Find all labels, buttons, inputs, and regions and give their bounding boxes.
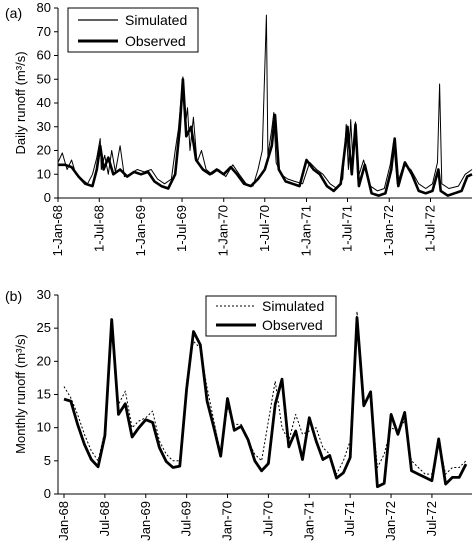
legend-label-simulated-b: Simulated: [262, 298, 324, 314]
legend-box-b: [205, 295, 337, 337]
x-tick-label: Jul-70: [260, 501, 275, 536]
y-tick-label: 0: [44, 486, 51, 501]
x-tick-label: Jul-68: [97, 501, 112, 536]
x-tick-label: Jan-71: [301, 501, 316, 541]
legend-box-a: [67, 7, 199, 53]
y-tick-label: 30: [37, 119, 51, 134]
series-b: [63, 311, 468, 489]
x-tick-label: Jan-69: [138, 501, 153, 541]
panel-label-a: (a): [5, 5, 22, 21]
x-tick-label: Jan-70: [220, 501, 235, 541]
series-line-simulated-a: [57, 14, 473, 192]
legend-b: Simulated Observed: [205, 295, 337, 337]
y-tick-label: 10: [37, 166, 51, 181]
legend-label-observed-b: Observed: [262, 317, 323, 333]
x-tick-label: 1-Jan-72: [381, 205, 396, 256]
x-tick-label: Jul-71: [342, 501, 357, 536]
x-ticks-b: Jan-68 Jul-68 Jan-69 Jul-69 Jan-70 Jul-70 Jan-…: [56, 494, 439, 541]
legend-label-simulated-a: Simulated: [125, 12, 187, 28]
legend-a: Simulated Observed: [67, 7, 199, 53]
y-ticks-a: 0 10 20 30 40 50 60 70 80: [37, 0, 58, 205]
y-tick-label: 50: [37, 71, 51, 86]
series-line-observed-b: [63, 316, 468, 489]
x-tick-label: 1-Jul-72: [423, 205, 438, 252]
y-tick-label: 70: [37, 24, 51, 39]
x-tick-label: Jul-72: [424, 501, 439, 536]
y-tick-label: 30: [37, 287, 51, 302]
x-tick-label: 1-Jan-68: [50, 205, 65, 256]
x-tick-label: 1-Jan-70: [216, 205, 231, 256]
y-tick-label: 15: [37, 387, 51, 402]
panel-label-b: (b): [5, 288, 22, 304]
series-line-observed-a: [58, 78, 473, 197]
y-axis-label-a: Daily runoff (m³/s): [13, 51, 28, 154]
x-tick-label: Jan-72: [383, 501, 398, 541]
y-tick-label: 40: [37, 95, 51, 110]
x-tick-label: 1-Jan-69: [133, 205, 148, 256]
x-tick-label: 1-Jul-71: [340, 205, 355, 252]
y-tick-label: 10: [37, 420, 51, 435]
monthly-runoff-chart: (b) Monthly runoff (m³/s) 0 5 10 15 20 25 30 J…: [5, 287, 472, 541]
daily-runoff-chart: (a) Daily runoff (m³/s) 0 10 20 30 40 50 60 70 8…: [5, 0, 473, 256]
x-tick-label: Jul-69: [179, 501, 194, 536]
y-axis-label-b: Monthly runoff (m³/s): [13, 334, 28, 454]
y-tick-label: 25: [37, 320, 51, 335]
x-tick-label: 1-Jul-68: [91, 205, 106, 252]
y-ticks-b: 0 5 10 15 20 25 30: [37, 287, 58, 501]
y-tick-label: 20: [37, 143, 51, 158]
y-tick-label: 20: [37, 353, 51, 368]
y-tick-label: 5: [44, 453, 51, 468]
series-a: [57, 14, 473, 197]
legend-label-observed-a: Observed: [125, 33, 186, 49]
y-tick-label: 60: [37, 48, 51, 63]
x-tick-label: Jan-68: [56, 501, 71, 541]
y-tick-label: 80: [37, 0, 51, 15]
x-tick-label: 1-Jul-70: [257, 205, 272, 252]
x-ticks-a: 1-Jan-68 1-Jul-68 1-Jan-69 1-Jul-69 1-Jan-70…: [50, 198, 438, 256]
y-tick-label: 0: [44, 190, 51, 205]
x-tick-label: 1-Jan-71: [298, 205, 313, 256]
x-tick-label: 1-Jul-69: [174, 205, 189, 252]
